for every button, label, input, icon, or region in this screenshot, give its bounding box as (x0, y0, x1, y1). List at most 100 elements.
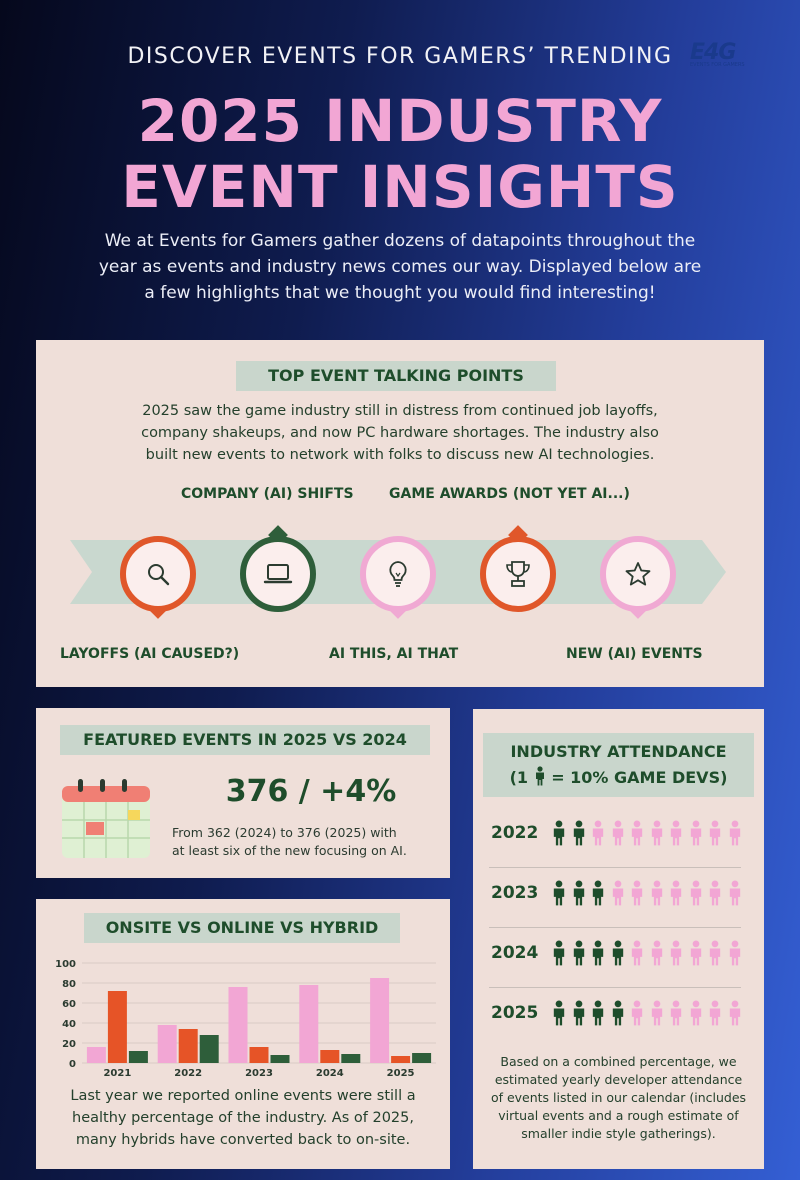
pin-new-events (600, 536, 676, 619)
person-icon-empty (668, 1000, 684, 1030)
person-icon-empty (707, 820, 723, 850)
person-icon-empty (590, 820, 606, 850)
person-icon-empty (727, 1000, 743, 1030)
person-icon-filled (551, 880, 567, 910)
featured-events-panel: FEATURED EVENTS IN 2025 VS 2024 376 / +4… (36, 708, 450, 878)
y-tick-label: 100 (55, 959, 76, 970)
person-icon-empty (668, 820, 684, 850)
modes-panel: ONSITE VS ONLINE VS HYBRID 0 20 40 60 80 100 2… (36, 899, 450, 1169)
attendance-year: 2025 (491, 1003, 539, 1023)
person-icon-filled (590, 940, 606, 970)
lightbulb-icon (389, 561, 407, 587)
bar-2021-0 (86, 1047, 106, 1063)
pin-layoffs (120, 536, 196, 619)
featured-stat: 376 / +4% (225, 774, 397, 809)
bar-2025-1 (391, 1056, 411, 1063)
person-icon-empty (707, 880, 723, 910)
y-tick-label: 40 (62, 1019, 76, 1030)
person-icon-empty (649, 940, 665, 970)
person-icon-empty (649, 820, 665, 850)
bar-2024-0 (299, 985, 319, 1063)
laptop-icon (263, 564, 293, 584)
label-new-events: NEW (AI) EVENTS (566, 646, 703, 662)
person-icon-filled (610, 1000, 626, 1030)
person-icon-filled (610, 940, 626, 970)
modes-bar-chart: 0 20 40 60 80 100 2021 2022 2023 2024 2025 (55, 959, 436, 1079)
person-icon-filled (551, 940, 567, 970)
x-tick-label: 2022 (174, 1068, 202, 1079)
bar-2022-2 (199, 1035, 219, 1063)
person-icon-empty (629, 880, 645, 910)
person-icon-empty (688, 940, 704, 970)
pin-company-shifts (240, 525, 316, 612)
talking-points-heading: TOP EVENT TALKING POINTS (236, 361, 556, 391)
label-company-shifts: COMPANY (AI) SHIFTS (181, 486, 354, 502)
person-icon-empty (688, 820, 704, 850)
pin-ai-this (360, 536, 436, 619)
star-icon (625, 562, 651, 586)
attendance-heading: INDUSTRY ATTENDANCE (1 = 10% GAME DEVS) (483, 733, 754, 797)
person-icon-empty (688, 880, 704, 910)
person-icon-filled (571, 1000, 587, 1030)
person-icon-empty (629, 940, 645, 970)
person-icon-empty (610, 880, 626, 910)
bar-2024-1 (320, 1050, 340, 1063)
person-icon-empty (610, 820, 626, 850)
bar-2021-1 (107, 991, 127, 1063)
attendance-year: 2023 (491, 883, 539, 903)
y-tick-label: 20 (62, 1039, 76, 1050)
label-game-awards: GAME AWARDS (NOT YET AI...) (389, 486, 630, 502)
pin-game-awards (480, 525, 556, 612)
kicker-text: DISCOVER EVENTS FOR GAMERS’ TRENDING (127, 44, 673, 69)
attendance-panel: INDUSTRY ATTENDANCE (1 = 10% GAME DEVS) … (473, 709, 764, 1169)
bar-2025-2 (412, 1053, 432, 1063)
person-icon-empty (688, 1000, 704, 1030)
modes-description: Last year we reported online events were… (70, 1088, 416, 1148)
y-tick-label: 80 (62, 979, 76, 990)
person-icon-empty (649, 1000, 665, 1030)
attendance-note: Based on a combined percentage, we estim… (490, 1054, 747, 1141)
x-tick-label: 2024 (316, 1068, 344, 1079)
person-icon-filled (571, 940, 587, 970)
bar-2022-0 (157, 1025, 177, 1063)
search-icon (148, 564, 170, 586)
person-icon-filled (590, 880, 606, 910)
bar-2023-2 (270, 1055, 290, 1063)
intro-text: We at Events for Gamers gather dozens of… (98, 231, 702, 303)
attendance-year: 2022 (491, 823, 539, 843)
label-layoffs: LAYOFFS (AI CAUSED?) (60, 646, 240, 662)
person-icon-filled (571, 820, 587, 850)
person-icon-empty (727, 880, 743, 910)
person-icon-filled (551, 820, 567, 850)
x-tick-label: 2023 (245, 1068, 273, 1079)
person-icon-empty (727, 940, 743, 970)
bar-2022-1 (178, 1029, 198, 1063)
person-icon (535, 766, 544, 786)
person-icon-empty (707, 1000, 723, 1030)
talking-points-description: 2025 saw the game industry still in dist… (141, 403, 659, 463)
y-tick-label: 60 (62, 999, 76, 1010)
page-title: 2025 INDUSTRY EVENT INSIGHTS (121, 87, 679, 221)
person-icon-filled (571, 880, 587, 910)
featured-events-heading: FEATURED EVENTS IN 2025 VS 2024 (60, 725, 430, 755)
person-icon-empty (707, 940, 723, 970)
row-divider (489, 867, 741, 868)
x-tick-label: 2021 (103, 1068, 131, 1079)
person-icon-empty (629, 820, 645, 850)
e4g-logo: E4G EVENTS FOR GAMERS (690, 40, 745, 68)
talking-points-panel: TOP EVENT TALKING POINTS 2025 saw the ga… (36, 340, 764, 687)
bar-2024-2 (341, 1054, 361, 1063)
attendance-year: 2024 (491, 943, 539, 963)
person-icon-filled (590, 1000, 606, 1030)
featured-description: From 362 (2024) to 376 (2025) with at le… (172, 825, 407, 858)
row-divider (489, 927, 741, 928)
person-icon-filled (551, 1000, 567, 1030)
person-icon-empty (727, 820, 743, 850)
label-ai-this: AI THIS, AI THAT (329, 646, 459, 662)
person-icon-empty (629, 1000, 645, 1030)
bar-2023-0 (228, 987, 248, 1063)
x-tick-label: 2025 (387, 1068, 415, 1079)
bar-2023-1 (249, 1047, 269, 1063)
person-icon-empty (668, 940, 684, 970)
